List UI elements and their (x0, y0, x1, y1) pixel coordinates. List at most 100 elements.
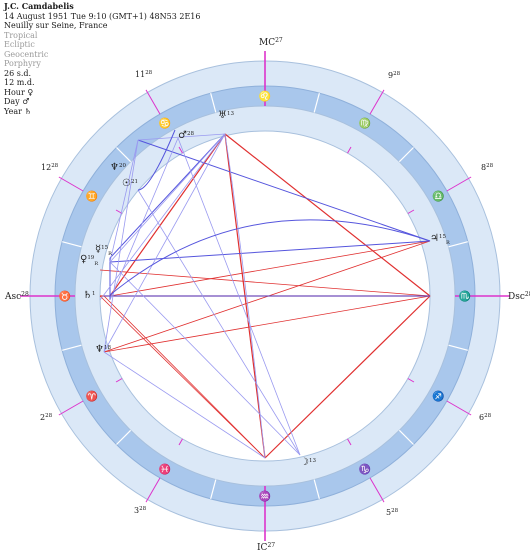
aspect-line-red (103, 295, 266, 459)
meridian-distance: 12 m.d. (4, 78, 35, 87)
planet-mercury-icon: ☿15R (95, 244, 112, 257)
sign-divider (62, 241, 82, 248)
aspect-line-light (103, 133, 226, 353)
aspect-line-red (109, 240, 431, 297)
house-3-label: 328 (134, 506, 147, 515)
sign-divider (448, 344, 468, 351)
house-cusp-tick (446, 176, 472, 192)
planet-sun-icon: ☉21 (122, 178, 138, 189)
sign-divider (116, 429, 132, 445)
house-cusp-tick (58, 176, 84, 192)
house-labels: 228 328 528 628 828 928 1128 1228 (40, 70, 494, 517)
house-cusp-inner-tick (407, 209, 415, 214)
birth-datetime: 14 August 1951 Tue 9:10 (GMT+1) 48N53 2E… (4, 11, 201, 21)
planet-jupiter-degree: 15 (439, 234, 446, 240)
house-2-label: 228 (40, 413, 53, 422)
planetary-day: Day ♂ (4, 97, 30, 106)
sign-aries-icon: ♈ (86, 390, 98, 403)
aspect-lines (99, 129, 431, 459)
dsc-label: Dsc28 (508, 291, 530, 302)
house-9-label: 928 (388, 71, 401, 80)
aspect-arc (109, 219, 431, 296)
aspect-line-light (177, 137, 301, 456)
sign-cancer-icon: ♋ (159, 116, 171, 129)
sign-divider (116, 147, 132, 163)
asc-label: Asc28 (4, 291, 29, 302)
planet-uranus-icon: ♅13 (218, 110, 234, 121)
sign-divider (210, 93, 217, 113)
sign-scorpio-icon: ♏ (459, 290, 471, 303)
planet-pluto-icon: ♆18 (95, 344, 111, 355)
house-cusp-tick (446, 400, 472, 416)
house-cusp-inner-tick (347, 146, 352, 154)
aspect-line-light (99, 133, 226, 301)
aspect-line-light (103, 351, 266, 459)
planetary-year: Year ♄ (4, 106, 32, 116)
aspect-line-red (99, 295, 266, 459)
house-cusp-tick (145, 477, 161, 503)
angle-labels: MC27 IC27 Asc28 Dsc28 (4, 37, 530, 551)
aspect-line-red (264, 295, 431, 459)
sign-divider (210, 479, 217, 499)
aspect-line-light (103, 139, 139, 353)
retrograde-mark: R (446, 240, 450, 246)
planet-sun-degree: 21 (131, 179, 138, 185)
sign-gemini-icon: ♊ (86, 190, 98, 203)
aspect-arc (137, 129, 176, 191)
planet-pluto-degree: 18 (104, 345, 111, 351)
sign-divider (313, 93, 320, 113)
house-cusp-tick (369, 89, 385, 115)
sign-pisces-icon: ♓ (159, 463, 171, 476)
aspect-line-light (109, 261, 301, 456)
aspect-line-light (109, 133, 226, 263)
house-cusp-inner-tick (115, 378, 123, 383)
sign-leo-icon: ♌ (259, 90, 271, 103)
planet-glyphs: ♅13 ♂28 ♆20 ☉21 ☿15R♀19R ♄1 ♆18 ☽13 ♃15R (80, 110, 450, 468)
aspect-line-red (109, 133, 226, 297)
sign-glyphs: ♋ ♌ ♍ ♎ ♏ ♐ ♑ ♒ ♓ ♈ ♉ ♊ (59, 90, 471, 503)
setting-centre: Geocentric (4, 49, 49, 59)
chart-info: J.C. Camdabelis 14 August 1951 Tue 9:10 … (4, 1, 201, 116)
sign-dividers (62, 93, 468, 499)
retrograde-mark: R (94, 261, 98, 267)
aspect-arc (224, 133, 266, 459)
house-5-label: 528 (386, 508, 399, 517)
sign-virgo-icon: ♍ (359, 116, 371, 129)
planet-moon-icon: ☽13 (300, 457, 316, 468)
planet-neptune-icon: ♆20 (110, 162, 126, 173)
sign-libra-icon: ♎ (432, 190, 444, 203)
setting-zodiac: Tropical (4, 30, 38, 40)
sign-divider (313, 479, 320, 499)
planet-uranus-degree: 13 (227, 111, 234, 117)
house-cusp-inner-tick (407, 378, 415, 383)
sign-divider (62, 344, 82, 351)
house-cusp-inner-tick (178, 146, 183, 154)
planet-jupiter-icon: ♃15R (430, 233, 450, 246)
house-cusp-tick (145, 89, 161, 115)
house-12-label: 1228 (41, 163, 59, 172)
sign-taurus-icon: ♉ (59, 290, 71, 303)
planet-saturn-degree: 1 (92, 291, 96, 297)
aspect-line-light (137, 189, 301, 456)
planetary-hour: Hour ♀ (4, 87, 34, 97)
house-6-label: 628 (479, 413, 492, 422)
planet-mars-degree: 28 (187, 131, 194, 137)
aspect-line-red (103, 295, 431, 353)
planet-mercury-degree: 15 (101, 245, 108, 251)
planet-moon-degree: 13 (309, 458, 316, 464)
house-cusps (20, 51, 510, 541)
person-name: J.C. Camdabelis (4, 1, 74, 11)
sign-aquarius-icon: ♒ (259, 490, 271, 503)
aspect-line-light (137, 133, 226, 141)
sign-divider (398, 147, 414, 163)
mc-label: MC27 (259, 37, 283, 48)
planet-venus-icon: ♀19R (80, 254, 98, 267)
house-cusp-inner-tick (347, 438, 352, 446)
aspect-line-light (109, 139, 139, 263)
setting-house-system: Porphyry (4, 59, 41, 68)
retrograde-mark: R (108, 251, 112, 257)
planet-saturn-icon: ♄1 (83, 290, 95, 301)
sign-divider (398, 429, 414, 445)
sign-sagittarius-icon: ♐ (432, 390, 444, 403)
